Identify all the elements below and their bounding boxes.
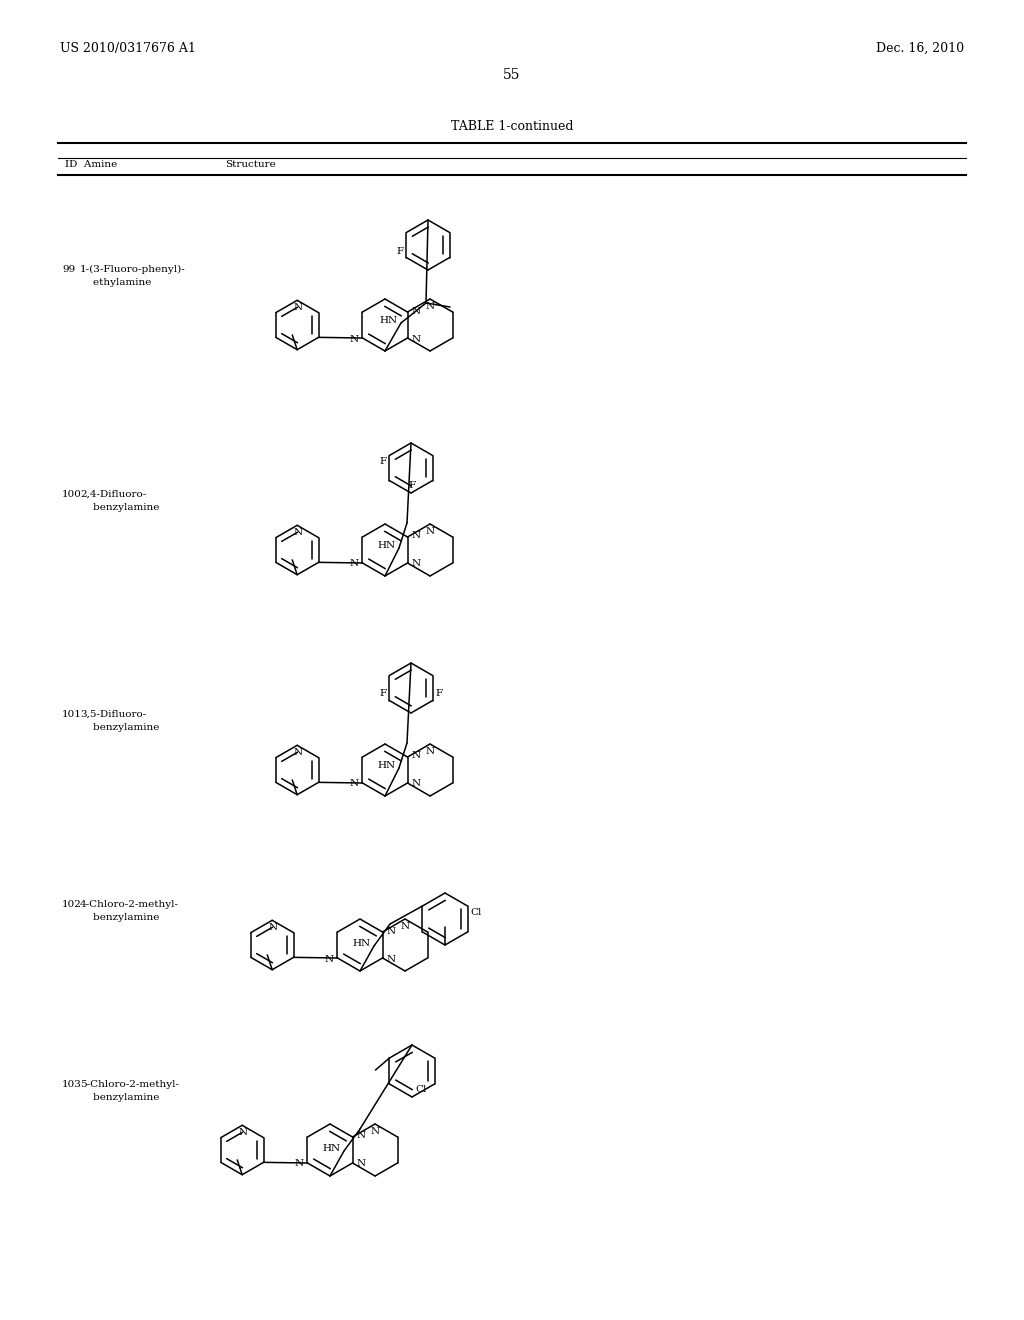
Text: N: N — [294, 1159, 303, 1168]
Text: F: F — [379, 458, 386, 466]
Text: HN: HN — [323, 1144, 341, 1152]
Text: Structure: Structure — [225, 160, 275, 169]
Text: Dec. 16, 2010: Dec. 16, 2010 — [876, 42, 964, 55]
Text: N: N — [412, 751, 421, 760]
Text: N: N — [425, 527, 434, 536]
Text: 101: 101 — [62, 710, 82, 719]
Text: N: N — [294, 748, 303, 758]
Text: N: N — [239, 1129, 248, 1138]
Text: N: N — [386, 927, 395, 936]
Text: N: N — [349, 334, 358, 343]
Text: 99: 99 — [62, 265, 75, 275]
Text: F: F — [409, 480, 416, 490]
Text: HN: HN — [378, 762, 396, 770]
Text: N: N — [412, 334, 421, 343]
Text: N: N — [349, 560, 358, 569]
Text: N: N — [371, 1127, 380, 1137]
Text: benzylamine: benzylamine — [80, 913, 160, 921]
Text: N: N — [268, 923, 278, 932]
Text: N: N — [356, 1131, 366, 1140]
Text: N: N — [412, 780, 421, 788]
Text: F: F — [435, 689, 442, 698]
Text: N: N — [412, 532, 421, 540]
Text: 3,5-Difluoro-: 3,5-Difluoro- — [80, 710, 146, 719]
Text: N: N — [386, 954, 395, 964]
Text: F: F — [396, 247, 403, 256]
Text: benzylamine: benzylamine — [80, 723, 160, 733]
Text: 103: 103 — [62, 1080, 82, 1089]
Text: N: N — [412, 560, 421, 569]
Text: benzylamine: benzylamine — [80, 1093, 160, 1102]
Text: Cl: Cl — [415, 1085, 426, 1094]
Text: 2,4-Difluoro-: 2,4-Difluoro- — [80, 490, 146, 499]
Text: N: N — [400, 921, 410, 931]
Text: HN: HN — [378, 541, 396, 550]
Text: N: N — [294, 304, 303, 313]
Text: N: N — [356, 1159, 366, 1168]
Text: 102: 102 — [62, 900, 82, 909]
Text: N: N — [425, 302, 434, 312]
Text: TABLE 1-continued: TABLE 1-continued — [451, 120, 573, 133]
Text: N: N — [412, 306, 421, 315]
Text: 100: 100 — [62, 490, 82, 499]
Text: 1-(3-Fluoro-phenyl)-: 1-(3-Fluoro-phenyl)- — [80, 265, 185, 275]
Text: benzylamine: benzylamine — [80, 503, 160, 512]
Text: HN: HN — [353, 939, 371, 948]
Text: Cl: Cl — [470, 908, 482, 917]
Text: F: F — [379, 689, 386, 698]
Text: 4-Chloro-2-methyl-: 4-Chloro-2-methyl- — [80, 900, 179, 909]
Text: ethylamine: ethylamine — [80, 279, 152, 286]
Text: HN: HN — [380, 315, 398, 325]
Text: 55: 55 — [503, 69, 521, 82]
Text: 5-Chloro-2-methyl-: 5-Chloro-2-methyl- — [80, 1080, 179, 1089]
Text: N: N — [349, 780, 358, 788]
Text: N: N — [325, 954, 334, 964]
Text: US 2010/0317676 A1: US 2010/0317676 A1 — [60, 42, 196, 55]
Text: N: N — [425, 747, 434, 756]
Text: N: N — [294, 528, 303, 537]
Text: ID  Amine: ID Amine — [65, 160, 118, 169]
